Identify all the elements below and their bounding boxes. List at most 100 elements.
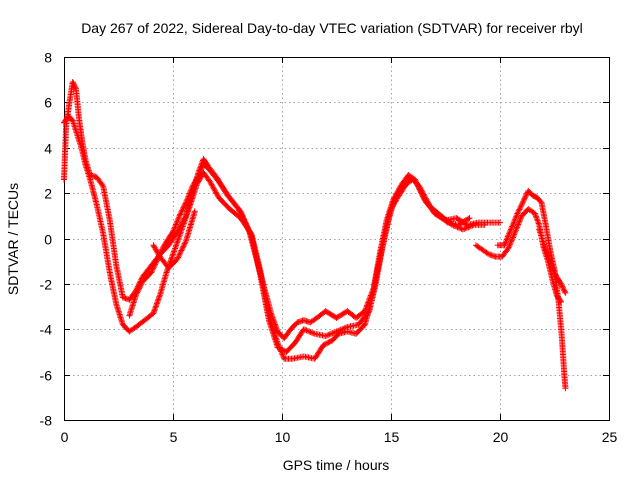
- data-point: [510, 228, 512, 231]
- data-point: [71, 81, 74, 83]
- data-point: [194, 210, 196, 213]
- data-point: [483, 224, 486, 226]
- data-point: [547, 255, 549, 258]
- series-markers: [61, 113, 488, 362]
- x-tick-label: 25: [602, 429, 618, 445]
- data-point: [128, 314, 131, 317]
- y-tick-label: 2: [44, 186, 52, 202]
- data-point: [303, 319, 305, 322]
- data-point: [374, 283, 377, 285]
- x-tick-label: 0: [61, 429, 69, 445]
- data-point: [283, 357, 286, 360]
- data-point: [516, 212, 519, 215]
- y-tick-label: -4: [40, 322, 53, 338]
- data-point: [95, 203, 98, 206]
- data-point: [549, 249, 551, 251]
- y-tick-label: 8: [44, 50, 52, 66]
- data-point: [545, 224, 547, 226]
- data-point: [185, 240, 187, 242]
- data-point: [303, 355, 305, 358]
- data-point: [228, 208, 231, 210]
- data-point: [115, 303, 118, 306]
- y-axis-title: SDTVAR / TECUs: [5, 183, 21, 295]
- data-point: [551, 267, 554, 269]
- data-markers: [61, 79, 569, 392]
- data-point: [189, 203, 192, 206]
- data-point: [468, 217, 471, 219]
- data-point: [289, 328, 292, 331]
- data-point: [364, 310, 366, 312]
- data-point: [497, 244, 499, 247]
- grid: [64, 57, 609, 420]
- data-point: [202, 162, 205, 165]
- data-point: [152, 312, 155, 315]
- data-point: [555, 276, 558, 278]
- data-point: [357, 323, 360, 326]
- data-point: [481, 249, 484, 251]
- data-point: [109, 219, 111, 222]
- data-point: [78, 119, 81, 122]
- data-point: [135, 294, 137, 297]
- data-point: [534, 212, 536, 215]
- data-point: [178, 215, 181, 217]
- data-point: [180, 228, 183, 231]
- data-point: [436, 212, 438, 215]
- data-point: [494, 255, 497, 258]
- data-point: [521, 215, 523, 217]
- data-point: [514, 230, 517, 233]
- data-point: [150, 271, 152, 274]
- data-point: [152, 244, 155, 247]
- series-7: [536, 226, 569, 296]
- data-point: [122, 296, 124, 299]
- data-point: [202, 158, 205, 160]
- data-point: [276, 346, 279, 349]
- data-point: [76, 133, 78, 135]
- data-point: [156, 258, 159, 260]
- data-point: [527, 190, 530, 192]
- data-point: [335, 330, 338, 333]
- data-point: [331, 339, 333, 342]
- data-point: [67, 115, 70, 117]
- y-tick-label: 0: [44, 232, 52, 248]
- data-point: [198, 174, 200, 176]
- data-point: [209, 169, 211, 172]
- chart-title: Day 267 of 2022, Sidereal Day-to-day VTE…: [81, 20, 583, 36]
- series-markers: [494, 187, 569, 392]
- data-point: [191, 185, 194, 188]
- data-point: [523, 199, 525, 201]
- data-point: [503, 244, 506, 247]
- y-tick-label: -6: [40, 368, 53, 384]
- data-point: [416, 183, 419, 185]
- data-point: [128, 299, 131, 301]
- data-point: [135, 326, 137, 328]
- data-point: [316, 317, 318, 319]
- data-point: [558, 303, 560, 306]
- data-point: [507, 246, 510, 249]
- x-tick-label: 15: [384, 429, 400, 445]
- data-point: [564, 387, 567, 390]
- data-point: [538, 228, 540, 231]
- series-2: [61, 113, 488, 362]
- data-point: [268, 319, 270, 322]
- data-point: [172, 253, 174, 256]
- data-point: [209, 181, 211, 183]
- data-point: [159, 255, 161, 258]
- data-point: [185, 201, 187, 203]
- data-point: [167, 267, 170, 269]
- data-point: [68, 101, 71, 104]
- series-6: [494, 187, 569, 392]
- data-point: [141, 280, 144, 283]
- data-point: [561, 339, 563, 342]
- x-tick-label: 20: [493, 429, 509, 445]
- data-point: [75, 88, 77, 90]
- data-point: [355, 333, 357, 335]
- data-point: [324, 310, 327, 312]
- data-point: [303, 328, 305, 331]
- data-point: [143, 319, 146, 322]
- data-point: [324, 335, 327, 337]
- data-point: [285, 351, 288, 353]
- data-point: [109, 271, 111, 274]
- data-point: [538, 224, 540, 226]
- data-point: [102, 185, 104, 188]
